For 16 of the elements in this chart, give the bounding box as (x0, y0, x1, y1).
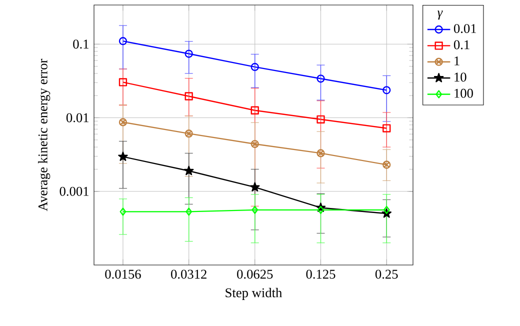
y-tick-label: 0.001 (60, 186, 88, 196)
legend-label: 100 (454, 88, 473, 98)
y-axis-title: Average kinetic energy error (38, 58, 50, 212)
legend-label: 1 (454, 56, 460, 66)
x-tick-label: 0.25 (375, 270, 398, 279)
legend-label: 0.1 (454, 40, 470, 50)
legend-label: 0.01 (454, 24, 476, 34)
y-tick-label: 0.1 (73, 40, 88, 49)
legend-title: γ (438, 10, 443, 20)
x-tick-label: 0.0625 (237, 270, 273, 279)
x-tick-label: 0.0156 (105, 270, 141, 279)
x-tick-label: 0.0312 (171, 270, 206, 279)
x-axis-title: Step width (226, 288, 282, 300)
legend-label: 10 (454, 72, 466, 82)
y-tick-label: 0.01 (66, 113, 88, 122)
x-tick-label: 0.125 (306, 270, 336, 279)
